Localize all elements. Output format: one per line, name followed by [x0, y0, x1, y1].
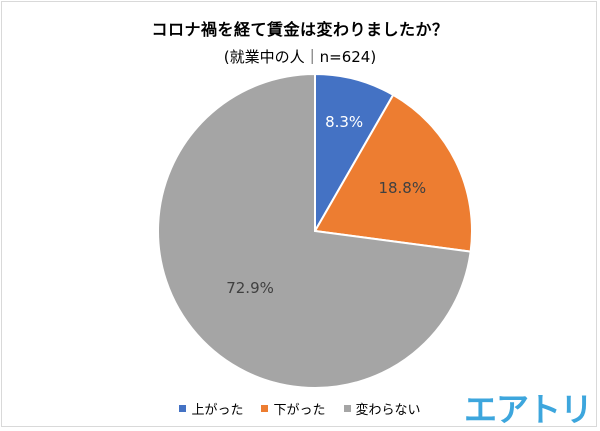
chart-title: コロナ禍を経て賃金は変わりましたか？ [151, 20, 449, 39]
legend-swatch-up [179, 405, 187, 412]
legend-item-down: 下がった [261, 399, 326, 418]
legend-swatch-unchanged [343, 405, 351, 412]
pie-slice-down [313, 93, 473, 253]
slice-label-down: 18.8% [378, 179, 426, 197]
chart-subtitle: (就業中の人｜n=624) [223, 48, 377, 66]
legend-label-down: 下がった [273, 403, 326, 418]
legend-label-up: 上がった [191, 403, 244, 418]
legend-item-unchanged: 変わらない [343, 399, 421, 418]
brand-logo: エアトリ [464, 390, 593, 429]
legend-swatch-down [261, 405, 269, 412]
legend-label-unchanged: 変わらない [355, 403, 421, 418]
slice-label-unchanged: 72.9% [226, 279, 274, 297]
legend: 上がった 下がった 変わらない [0, 399, 600, 418]
slice-label-up: 8.3% [325, 113, 363, 131]
legend-item-up: 上がった [179, 399, 243, 418]
pie-slice-unchanged [157, 72, 472, 389]
